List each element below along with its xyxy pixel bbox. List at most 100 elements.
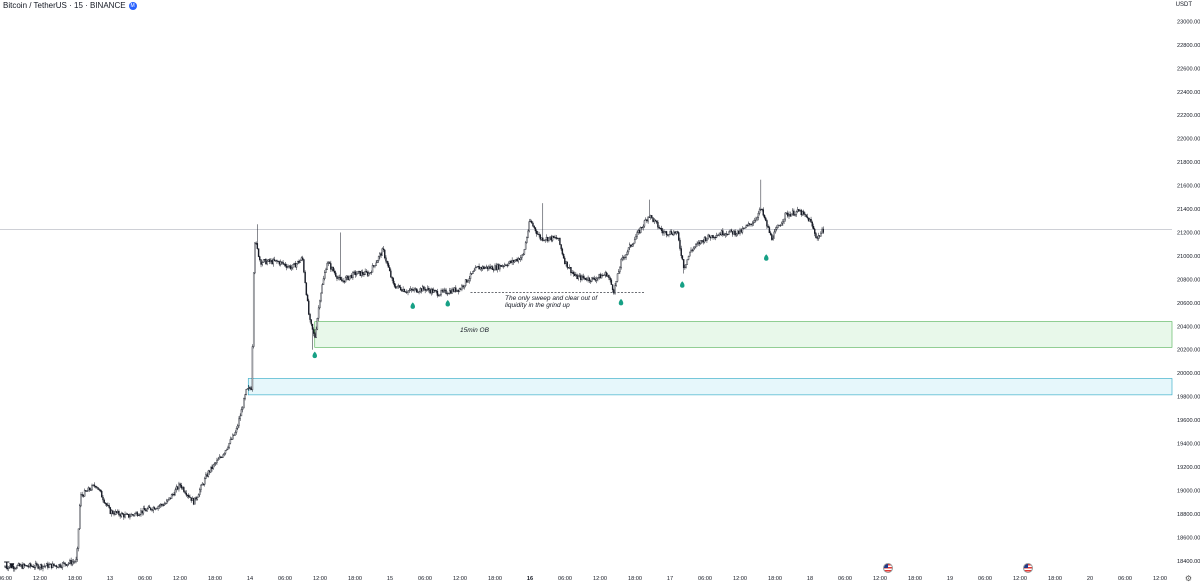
candle-body (638, 230, 641, 233)
candle-body (643, 220, 646, 227)
price-tick-label: 19200.00 (1177, 465, 1200, 471)
symbol-title[interactable]: Bitcoin / TetherUS · 15 · BINANCE (3, 1, 126, 10)
time-tick-label: 12:00 (173, 576, 187, 582)
candle-body (56, 566, 59, 568)
us-flag-icon[interactable] (1023, 563, 1033, 573)
candle-body (578, 275, 581, 277)
candle-body (698, 242, 701, 245)
candle-body (368, 273, 370, 276)
candle-body (308, 300, 310, 315)
candle-body (37, 564, 39, 569)
sweep-annotation[interactable]: The only sweep and clear out of liquidit… (505, 295, 597, 309)
candle-body (221, 456, 223, 458)
candle-body (735, 233, 738, 236)
candle-body (456, 289, 458, 292)
candle-body (636, 232, 638, 237)
candle-body (316, 318, 319, 330)
candle-body (640, 227, 642, 233)
candle-body (801, 211, 804, 216)
candle-body (780, 222, 783, 226)
candle-body (684, 266, 686, 269)
candle-body (768, 227, 771, 234)
candle-body (818, 235, 821, 237)
candle-body (267, 259, 270, 262)
candle-body (803, 211, 805, 215)
candle-body (26, 565, 28, 567)
candle-body (98, 489, 101, 491)
candle-body (722, 230, 724, 236)
candle-body (243, 398, 245, 409)
candle-body (224, 450, 227, 454)
candle-body (750, 224, 752, 226)
candle-body (484, 267, 486, 269)
candle-body (326, 263, 328, 270)
candle-body (551, 235, 554, 241)
candle-body (426, 287, 429, 290)
time-tick-label: 18 (807, 576, 813, 582)
candle-body (624, 257, 626, 259)
candle-body (398, 285, 401, 288)
candle-body (354, 271, 357, 276)
candle-body (402, 288, 404, 292)
order-block-zone (314, 321, 1173, 348)
candle-body (118, 510, 120, 515)
candle-body (335, 272, 337, 277)
candle-body (409, 288, 412, 291)
candle-body (413, 288, 415, 291)
ob-label[interactable]: 15min OB (460, 327, 489, 334)
candle-body (7, 566, 10, 570)
candle-body (388, 267, 391, 272)
price-tick-label: 22800.00 (1177, 43, 1200, 49)
candle-body (796, 209, 799, 212)
candle-body (474, 267, 477, 271)
market-status-icon: M (128, 1, 137, 10)
candle-body (788, 214, 790, 217)
candle-body (44, 565, 47, 567)
candle-body (288, 265, 290, 267)
candle-body (279, 261, 282, 265)
candle-body (261, 262, 263, 265)
currency-label[interactable]: USDT (1175, 2, 1192, 8)
candle-body (45, 563, 48, 567)
candle-body (337, 277, 339, 279)
candle-body (719, 233, 722, 236)
us-flag-icon[interactable] (883, 563, 893, 573)
candle-body (531, 220, 533, 224)
candle-body (588, 277, 591, 281)
candle-body (369, 272, 371, 274)
fvg-zone (247, 378, 1173, 396)
gear-icon[interactable]: ⚙ (1184, 574, 1192, 583)
candle-body (272, 259, 274, 265)
candle-body (114, 511, 116, 515)
candle-body (71, 561, 74, 565)
candle-body (608, 275, 610, 279)
candle-body (30, 563, 32, 567)
candle-body (479, 267, 481, 270)
candle-body (17, 563, 20, 566)
candle-body (544, 239, 546, 241)
candle-body (569, 266, 571, 269)
candle-body (627, 247, 630, 253)
candle-body (739, 229, 741, 234)
candle-body (165, 500, 168, 504)
tradingview-logo-icon[interactable]: T▾ (4, 560, 15, 570)
candle-body (648, 216, 651, 218)
candle-body (436, 291, 439, 296)
candle-body (382, 248, 385, 251)
candle-body (809, 219, 811, 222)
price-tick-label: 19000.00 (1177, 488, 1200, 494)
candle-body (408, 290, 410, 292)
candle-body (520, 257, 522, 260)
candle-body (19, 563, 21, 567)
candle-body (310, 319, 312, 325)
candle-body (97, 487, 99, 490)
candle-body (80, 494, 82, 506)
price-tick-label: 22400.00 (1177, 90, 1200, 96)
candle-body (228, 442, 230, 448)
candle-body (16, 565, 18, 569)
candle-body (500, 264, 502, 267)
candle-body (384, 249, 386, 259)
candle-body (566, 261, 568, 268)
candle-body (564, 257, 566, 265)
